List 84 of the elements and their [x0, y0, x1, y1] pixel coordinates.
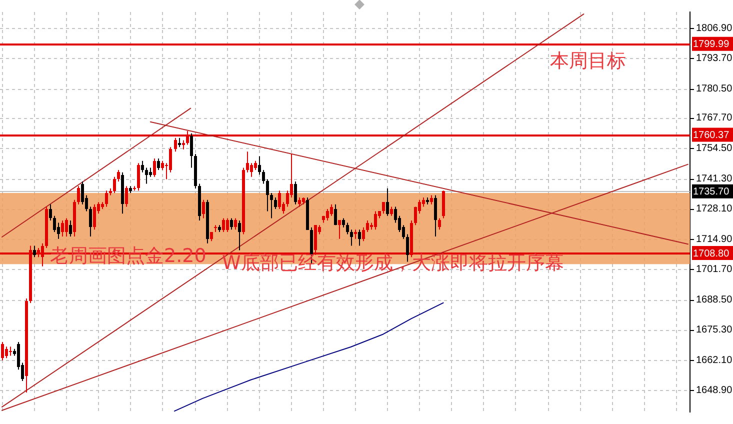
y-tick-label: 1714.90: [696, 234, 733, 245]
candlestick: [33, 245, 36, 258]
candlestick: [338, 220, 341, 240]
candlestick: [53, 215, 56, 232]
candlestick: [145, 167, 148, 184]
candlestick: [434, 194, 437, 238]
y-tick-label: 1688.50: [696, 294, 733, 306]
annotation: 本周目标: [550, 50, 626, 72]
candlestick: [270, 192, 273, 219]
ref-line-label: 1760.37: [693, 130, 730, 142]
candlestick: [89, 206, 92, 238]
candlestick: [278, 190, 281, 210]
candlestick: [342, 218, 345, 228]
y-tick-label: 1675.30: [696, 324, 733, 336]
candlestick: [326, 208, 329, 221]
y-tick-label: 1754.50: [696, 142, 733, 154]
candlestick: [430, 194, 433, 205]
candlestick: [414, 206, 417, 226]
candlestick: [246, 151, 249, 173]
candlestick: [169, 146, 172, 173]
candlestick: [354, 229, 357, 240]
candlestick: [9, 346, 12, 356]
candlestick: [374, 210, 377, 230]
candlestick: [117, 170, 120, 182]
candlestick: [81, 180, 84, 205]
candlestick: [438, 218, 441, 230]
y-tick-label: 1701.70: [696, 264, 733, 276]
y-tick-label: 1662.10: [696, 354, 733, 366]
candlestick: [149, 167, 152, 178]
candlestick: [141, 160, 144, 173]
candlestick: [382, 202, 385, 214]
candlestick: [334, 204, 337, 226]
candlestick: [182, 140, 185, 150]
candlestick: [294, 180, 297, 205]
candlestick: [113, 176, 116, 194]
ref-line-label: 1708.80: [693, 248, 730, 260]
candlestick: [57, 222, 60, 240]
candlestick: [161, 160, 164, 171]
candlestick: [298, 197, 301, 208]
candlestick: [61, 220, 64, 238]
candlestick: [77, 186, 80, 205]
candlestick: [250, 162, 253, 178]
candlestick: [390, 206, 393, 216]
candlestick: [422, 197, 425, 208]
candlestick: [125, 186, 128, 208]
candlestick: [266, 178, 269, 212]
candlestick: [5, 346, 8, 359]
y-tick-label: 1648.90: [696, 385, 733, 396]
candlestick: [226, 218, 229, 232]
candlestick: [362, 226, 365, 242]
candlestick: [258, 156, 261, 176]
candlestick: [105, 190, 108, 208]
candlestick: [350, 229, 353, 246]
candlestick: [137, 162, 140, 192]
ref-line-label: 1735.70: [693, 186, 730, 198]
candlestick: [222, 218, 225, 232]
candlestick: [157, 158, 160, 171]
candlestick: [190, 132, 193, 168]
candlestick: [274, 197, 277, 210]
candlestick: [153, 158, 156, 178]
candlestick: [366, 220, 369, 232]
candlestick: [1, 342, 4, 361]
candlestick: [358, 229, 361, 246]
candlestick: [230, 218, 233, 230]
candlestick: [262, 170, 265, 184]
candlestick: [346, 222, 349, 235]
y-tick-label: 1793.70: [696, 53, 733, 64]
candlestick: [65, 218, 68, 238]
y-tick-label: 1806.90: [696, 22, 733, 34]
candlestick: [49, 204, 52, 221]
candlestick: [238, 220, 241, 251]
y-tick-label: 1741.30: [696, 173, 733, 184]
candlestick: [330, 204, 333, 216]
y-tick-label: 1767.70: [696, 112, 733, 124]
y-tick-label: 1728.10: [696, 204, 733, 215]
candlestick: [178, 137, 181, 148]
candlestick: [386, 188, 389, 216]
candlestick: [254, 160, 257, 171]
candlestick: [69, 220, 72, 238]
candlestick: [202, 199, 205, 219]
ref-line-label: 1799.99: [693, 39, 730, 50]
candlestick: [93, 204, 96, 230]
y-tick-label: 1780.50: [696, 83, 733, 94]
candlestick: [234, 218, 237, 230]
